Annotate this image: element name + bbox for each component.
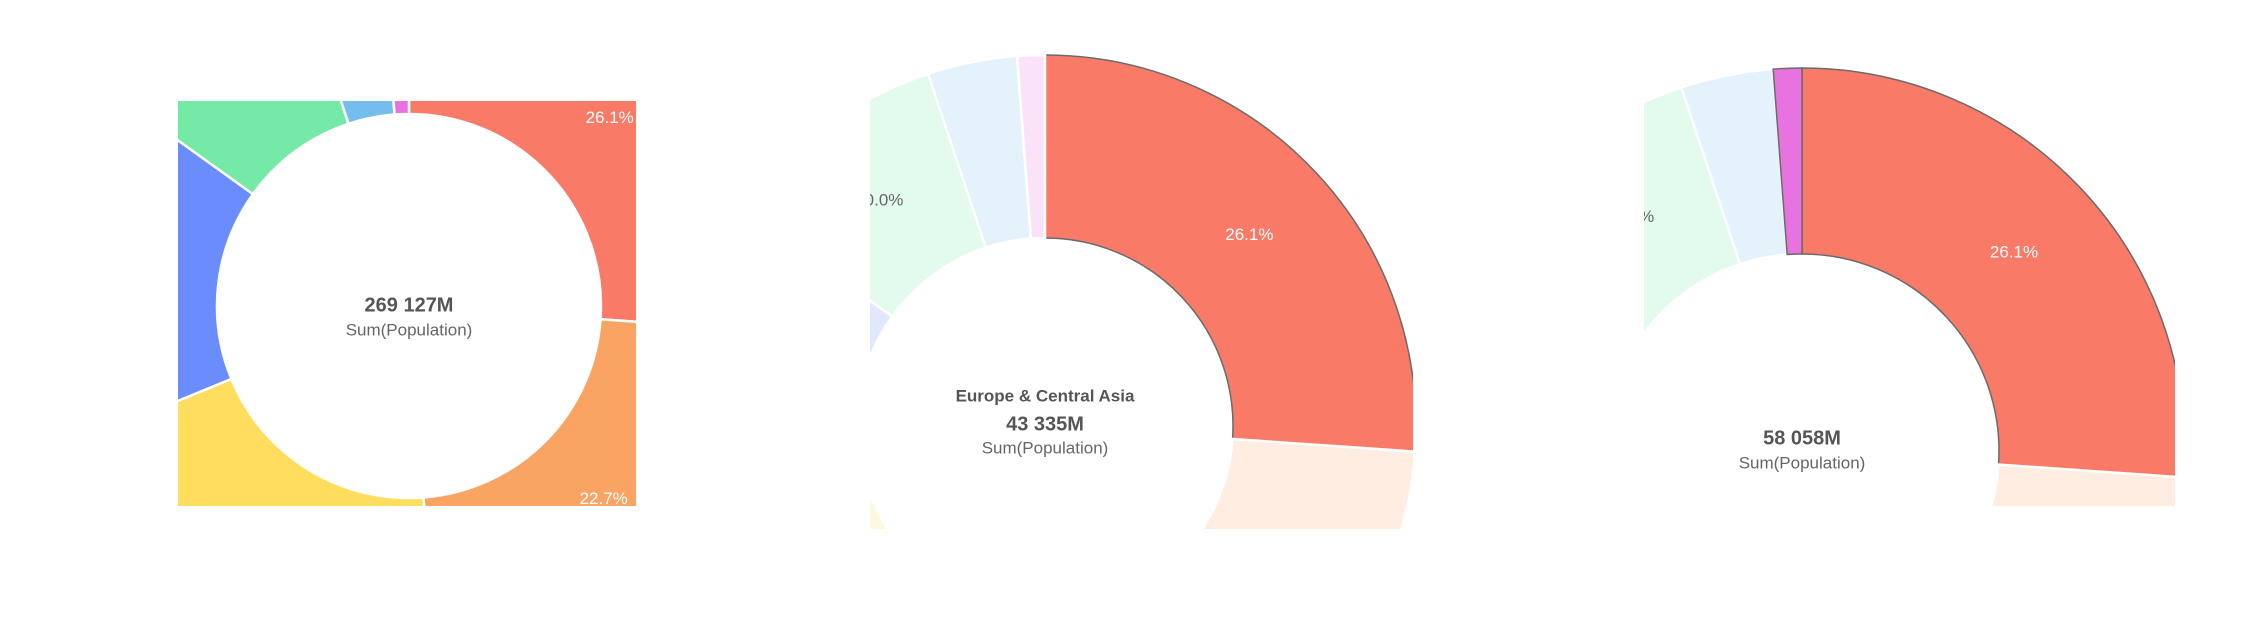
donut-slice	[339, 101, 396, 126]
donut-slice	[1015, 53, 1047, 240]
center-title: Europe & Central Asia	[956, 386, 1135, 405]
slice-label: 26.1%	[586, 108, 634, 127]
donut-slice	[178, 377, 426, 506]
donut-slice	[1044, 54, 1413, 453]
center-label: Sum(Population)	[982, 438, 1109, 457]
center-value: 43 335M	[1006, 413, 1084, 435]
donut-panel: 26.1% 22.7% 269 127M Sum(Population)	[178, 101, 636, 506]
donut-slice	[1989, 463, 2175, 506]
center-value: 269 127M	[365, 294, 454, 316]
donut-slice	[178, 138, 255, 403]
slice-label: 10.0%	[870, 190, 903, 209]
donut-slice	[870, 495, 890, 529]
donut-slice	[870, 298, 894, 500]
donut-slice	[178, 101, 351, 196]
slice-label: 10.0%	[1644, 207, 1654, 226]
slice-label: 26.1%	[1990, 243, 2038, 262]
donut-slice	[1200, 437, 1413, 529]
donut-slice	[392, 101, 411, 116]
donut-slice	[1801, 67, 2175, 478]
donut-panel: 26.1% 10.0% Europe & Central Asia 43 335M Su…	[870, 53, 1413, 529]
donut-slice	[422, 317, 636, 506]
center-label: Sum(Population)	[1739, 453, 1866, 472]
donut-slice	[1772, 67, 1803, 256]
slice-label: 26.1%	[1225, 225, 1273, 244]
center-value: 58 058M	[1763, 427, 1841, 449]
donut-slice	[407, 101, 636, 323]
center-label: Sum(Population)	[346, 320, 473, 339]
donut-panel: 26.1% 10.0% 58 058M Sum(Population)	[1644, 67, 2175, 506]
slice-label: 22.7%	[580, 489, 628, 506]
